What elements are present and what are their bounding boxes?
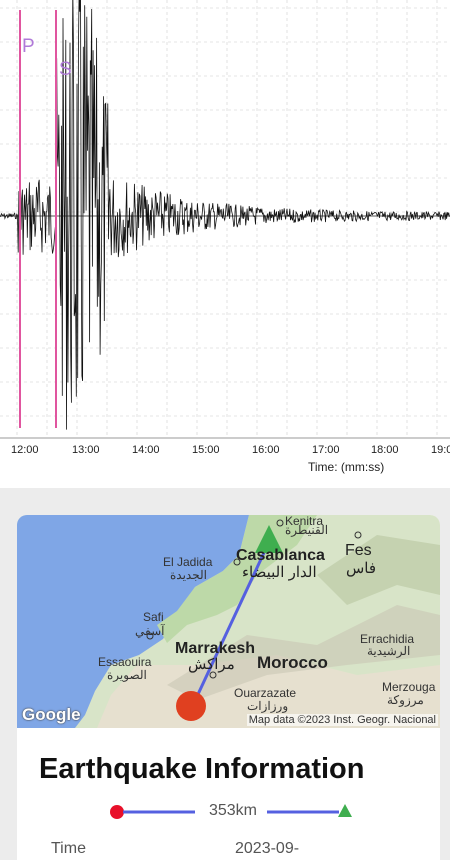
seismogram-panel: P S 12:00 13:00 14:00 15:00 16:00 17:00 …: [0, 0, 450, 488]
time-tick: 13:00: [72, 444, 100, 456]
time-tick: 14:00: [132, 444, 160, 456]
s-wave-label: S: [59, 59, 72, 80]
distance-line: [110, 804, 352, 819]
station-marker: [255, 525, 283, 553]
time-tick: 18:00: [371, 444, 399, 456]
map-label-essaouira: Essaouira: [98, 655, 152, 669]
epicenter-marker: [176, 691, 206, 721]
map-label-errachidia-ar: الرشيدية: [367, 644, 411, 658]
seismic-trace: [0, 0, 450, 430]
map-label-casablanca-ar: الدار البيضاء: [242, 564, 317, 581]
map-label-kenitra: Kenitra: [285, 515, 324, 528]
distance-indicator: 353km: [109, 800, 354, 824]
map-label-errachidia: Errachidia: [360, 632, 415, 646]
time-label: Time: [51, 840, 86, 857]
earthquake-card: Kenitra القنيطرة Casablanca الدار البيضا…: [17, 515, 440, 860]
map-label-kenitra-ar: القنيطرة: [285, 523, 329, 537]
map-label-safi: Safi: [143, 610, 164, 624]
ocean: [17, 515, 249, 728]
map-background: [17, 515, 440, 728]
map-attribution[interactable]: Map data ©2023 Inst. Geogr. Nacional: [246, 714, 438, 726]
time-value: 2023-09-: [235, 840, 300, 857]
map-label-fes-ar: فاس: [346, 560, 377, 577]
map-label-essaouira-ar: الصويرة: [107, 668, 147, 682]
station-triangle-icon: [338, 804, 352, 817]
map-label-ouarzazate-ar: ورزازات: [247, 699, 289, 713]
google-logo[interactable]: Google: [22, 705, 81, 724]
p-wave-label: P: [22, 36, 35, 57]
time-tick: 12:00: [11, 444, 39, 456]
time-axis-label: Time: (mm:ss): [308, 460, 385, 474]
distance-value: 353km: [208, 802, 258, 819]
time-tick: 15:00: [192, 444, 220, 456]
mountains-north: [317, 535, 440, 605]
seismogram-plot: [0, 0, 450, 439]
time-tick: 19:00: [431, 444, 450, 456]
map-label-fes: Fes: [345, 542, 372, 559]
map-label-safi-ar: آسفي: [135, 624, 165, 638]
map-label-casablanca: Casablanca: [236, 547, 325, 564]
map-view[interactable]: Kenitra القنيطرة Casablanca الدار البيضا…: [17, 515, 440, 728]
distance-path: [191, 541, 271, 706]
time-tick: 17:00: [312, 444, 340, 456]
map-label-el-jadida: El Jadida: [163, 555, 213, 569]
mountains: [167, 605, 440, 700]
map-label-merzouga: Merzouga: [382, 680, 436, 694]
info-title: Earthquake Information: [39, 753, 365, 785]
epicenter-dot-icon: [110, 805, 124, 819]
map-label-marrakesh-ar: مراكش: [188, 656, 235, 673]
map-label-merzouga-ar: مرزوكة: [387, 693, 424, 707]
time-tick: 16:00: [252, 444, 280, 456]
map-label-el-jadida-ar: الجديدة: [170, 568, 207, 582]
map-label-morocco: Morocco: [257, 653, 328, 672]
map-label-ouarzazate: Ouarzazate: [234, 686, 297, 700]
map-label-marrakesh: Marrakesh: [175, 640, 256, 657]
